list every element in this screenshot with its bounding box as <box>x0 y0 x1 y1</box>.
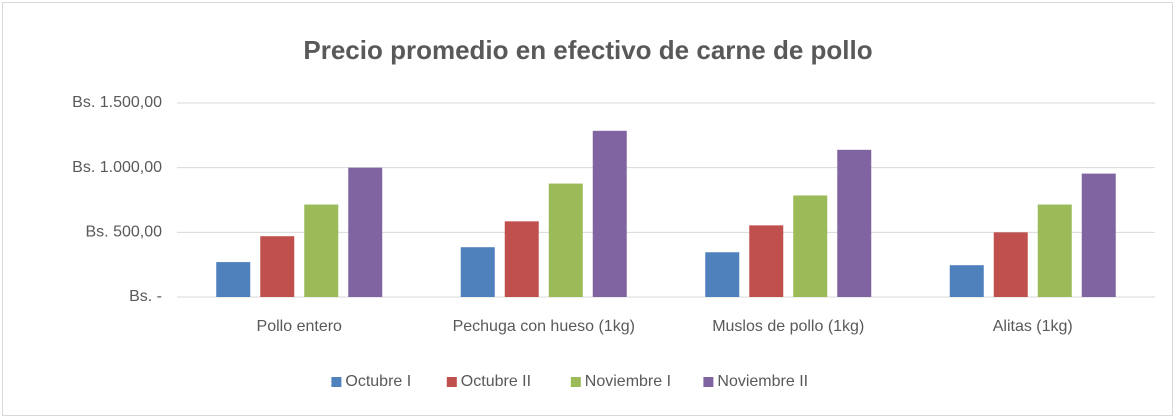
bar <box>216 262 251 297</box>
bar <box>1037 204 1072 297</box>
legend-label: Octubre II <box>461 373 531 390</box>
y-tick-label: Bs. - <box>129 288 162 305</box>
legend-swatch <box>331 377 342 387</box>
legend-swatch <box>446 377 457 387</box>
x-tick-label: Pollo entero <box>257 318 342 335</box>
legend-swatch <box>703 377 714 387</box>
y-tick-label: Bs. 1.000,00 <box>72 159 162 176</box>
bar <box>460 247 495 297</box>
bar <box>504 221 539 297</box>
bar <box>1081 173 1116 297</box>
x-tick-label: Muslos de pollo (1kg) <box>712 318 864 335</box>
bar <box>304 204 339 297</box>
bar <box>348 167 383 297</box>
legend-label: Noviembre I <box>585 373 671 390</box>
bar <box>793 195 828 297</box>
bar <box>260 236 295 297</box>
y-tick-label: Bs. 1.500,00 <box>72 94 162 111</box>
x-tick-label: Alitas (1kg) <box>993 318 1073 335</box>
bar <box>949 265 984 297</box>
legend-label: Octubre I <box>345 373 411 390</box>
bar <box>548 183 583 297</box>
bar <box>837 149 872 297</box>
legend-swatch <box>570 377 581 387</box>
bar <box>705 252 740 297</box>
bar <box>749 225 784 297</box>
chart-title: Precio promedio en efectivo de carne de … <box>303 35 872 65</box>
bar <box>993 232 1028 297</box>
x-tick-label: Pechuga con hueso (1kg) <box>453 318 635 335</box>
legend-label: Noviembre II <box>717 373 808 390</box>
y-tick-label: Bs. 500,00 <box>86 224 163 241</box>
bar <box>592 130 627 297</box>
